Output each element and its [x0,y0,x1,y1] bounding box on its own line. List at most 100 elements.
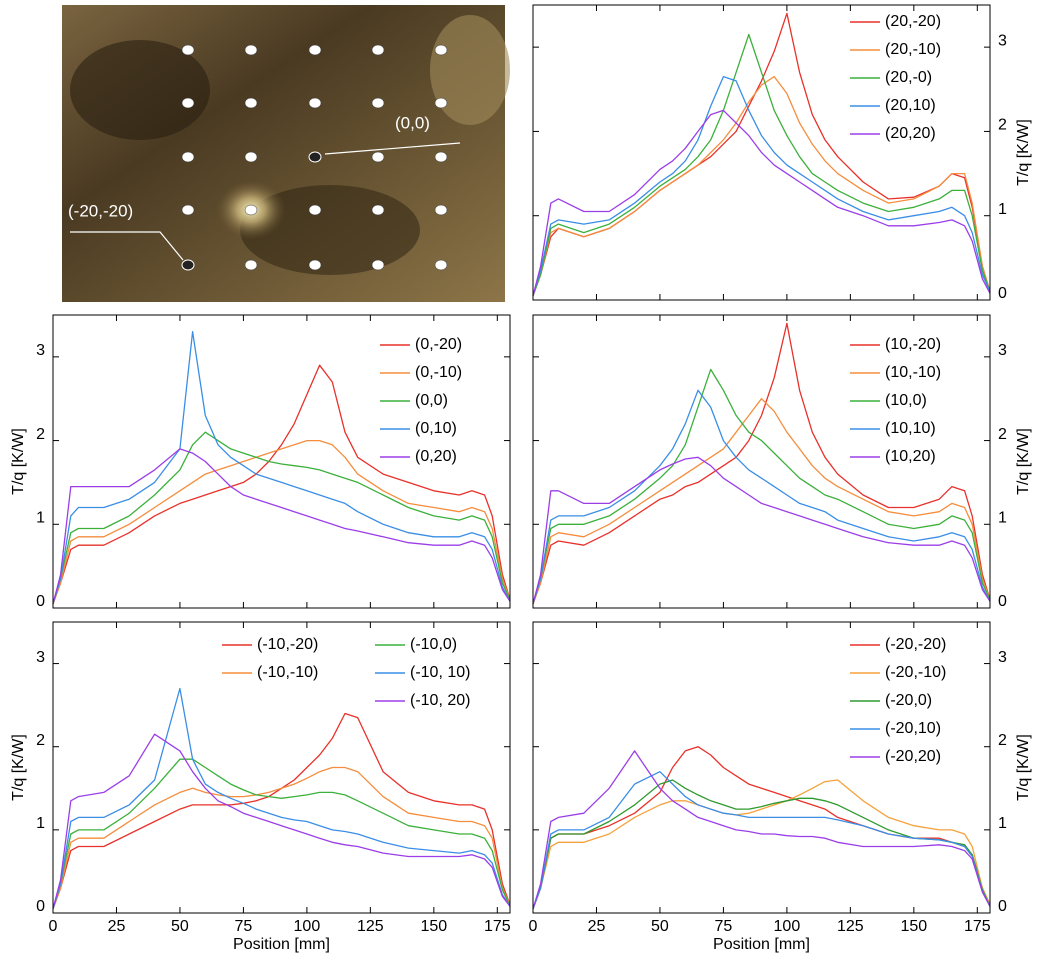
legend-label: (0,10) [415,420,457,437]
legend-label: (10,10) [885,420,936,437]
legend-label: (20,-10) [885,41,941,58]
x-tick-label: 175 [964,918,991,935]
x-tick-label: 100 [294,918,321,935]
legend-label: (-20,-20) [885,636,946,653]
legend-label: (20,-20) [885,13,941,30]
plot-frame [532,314,991,609]
chart-panel: 0 1 2 3 T/q [K/W] (10,-20) (10,-10) (10,0) (10,1… [532,314,1032,610]
x-tick-label: 75 [235,918,253,935]
x-tick-label: 100 [774,918,801,935]
y-tick-label: 3 [998,32,1007,49]
series-line [532,109,991,296]
series-line [532,771,991,910]
series-line [52,431,511,604]
series-line [532,75,991,297]
y-tick-label: 3 [998,649,1007,666]
legend-label: (-10,-20) [257,636,318,653]
y-tick-label: 2 [998,426,1007,443]
y-axis-label: T/q [K/W] [1015,734,1032,801]
x-axis-label: Position [mm] [713,936,810,953]
legend-label: (0,0) [415,392,448,409]
label-arrow [324,142,461,155]
legend-label: (10,20) [885,448,936,465]
series-line [532,368,991,604]
legend-label: (20,20) [885,125,936,142]
y-tick-label: 2 [998,732,1007,749]
y-tick-label: 2 [36,426,45,443]
x-tick-label: 125 [357,918,384,935]
series-line [532,33,991,297]
photo: (0,0) (-20,-20) [62,5,510,302]
y-tick-label: 2 [36,732,45,749]
y-axis-label: T/q [K/W] [10,428,27,495]
legend-label: (20,10) [885,97,936,114]
x-tick-label: 50 [171,918,189,935]
y-tick-label: 1 [998,510,1007,527]
y-tick-label: 0 [998,285,1007,302]
y-tick-label: 1 [998,815,1007,832]
photo-highlight [430,15,510,125]
x-tick-label: 75 [715,918,733,935]
plot-frame [52,621,511,914]
series-line [52,448,511,604]
chart-panel: 0 25 50 75 100 125 150 175 0 1 2 3 T/q [K/W] Position… [529,621,1032,953]
series-line [52,766,511,910]
series-line [532,779,991,910]
series-line [532,398,991,605]
y-tick-label: 1 [998,201,1007,218]
y-tick-label: 0 [36,898,45,915]
legend-label: (-10, 10) [410,664,470,681]
series-line [532,750,991,909]
series-line [52,712,511,910]
series-line [52,687,511,909]
measurement-points [181,44,448,271]
x-tick-label: 50 [651,918,669,935]
x-tick-label: 150 [420,918,447,935]
series-line [52,758,511,909]
series-line [532,389,991,604]
plot-frame [532,4,991,301]
plot-frame [52,314,511,609]
y-tick-label: 1 [36,510,45,527]
legend-label: (-20,-10) [885,664,946,681]
series-line [52,733,511,909]
x-tick-label: 25 [588,918,606,935]
y-tick-label: 3 [998,342,1007,359]
legend-label: (0,-20) [415,336,462,353]
series-line [532,779,991,910]
y-axis-label: T/q [K/W] [1015,119,1032,186]
label-arrow [70,231,184,261]
legend-label: (-20,0) [885,692,932,709]
legend-label: (20,-0) [885,69,932,86]
series-line [52,331,511,604]
y-tick-label: 0 [998,898,1007,915]
chart-panel: 0 25 50 75 100 125 150 175 0 1 2 3 T/q [K/W] Position… [10,621,511,953]
y-tick-label: 1 [36,815,45,832]
series-line [532,456,991,604]
x-axis-label: Position [mm] [233,936,330,953]
y-tick-label: 3 [36,649,45,666]
legend-label: (-10,0) [410,636,457,653]
legend-label: (-10, 20) [410,692,470,709]
series-line [52,439,511,605]
series-line [532,75,991,296]
legend-label: (10,-10) [885,364,941,381]
x-tick-label: 0 [49,918,58,935]
x-tick-label: 25 [108,918,126,935]
x-tick-label: 0 [529,918,538,935]
legend-label: (-20,20) [885,748,941,765]
x-tick-label: 150 [900,918,927,935]
y-axis-label: T/q [K/W] [1015,428,1032,495]
series-line [532,746,991,910]
chart-panel: 0 1 2 3 T/q [K/W] (0,-20) (0,-10) (0,0) (0,10) (0… [10,314,511,610]
legend-label: (10,-20) [885,336,941,353]
y-tick-label: 0 [998,593,1007,610]
legend-label: (0,20) [415,448,457,465]
plot-frame [532,621,991,914]
x-tick-label: 175 [484,918,511,935]
photo-shadow [70,40,210,140]
y-tick-label: 0 [36,593,45,610]
y-tick-label: 3 [36,342,45,359]
legend-label: (10,0) [885,392,927,409]
point-label: (0,0) [395,113,430,132]
